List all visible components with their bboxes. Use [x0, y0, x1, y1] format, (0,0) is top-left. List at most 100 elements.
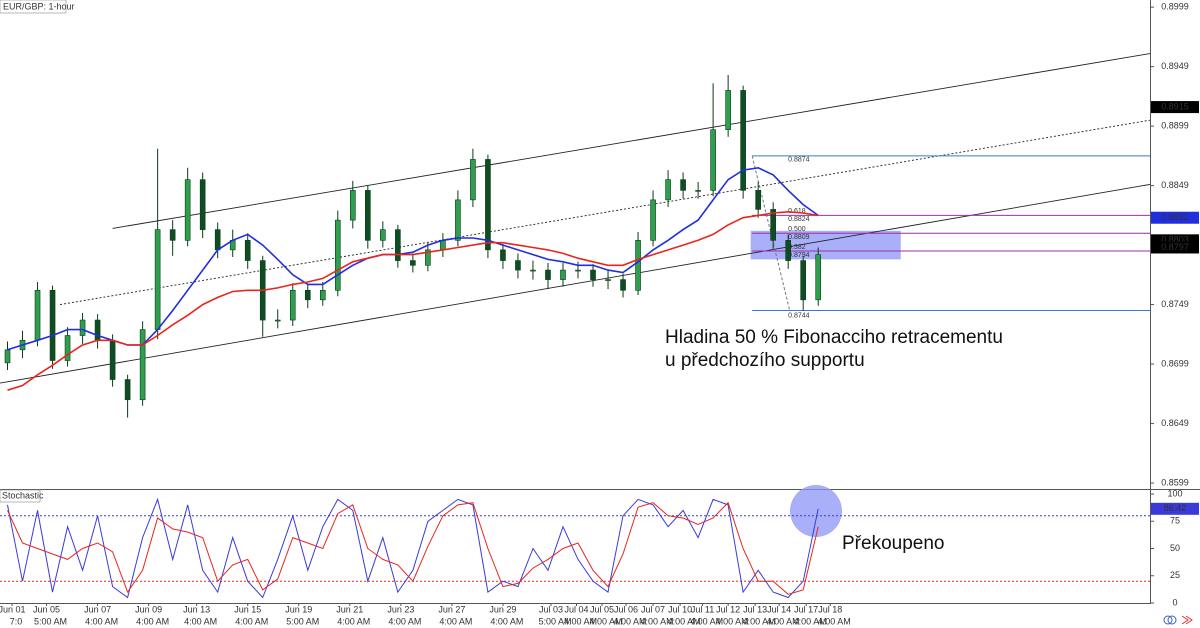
candle-body — [665, 179, 671, 201]
candle-body — [274, 319, 281, 322]
price-marker-label: 0.8822 — [1161, 212, 1189, 222]
x-tick-label: Jun 07 — [84, 604, 111, 614]
x-tick-time: 4:00 AM — [668, 616, 701, 626]
candle-body — [49, 290, 56, 361]
stochastic-line — [7, 501, 819, 595]
trend-line — [112, 53, 1151, 229]
annotation: Překoupeno — [842, 533, 944, 554]
candle-body — [304, 290, 311, 301]
candle-body — [289, 290, 296, 321]
candle-body — [94, 319, 101, 341]
annotation: Hladina 50 % Fibonacciho retracementu — [665, 327, 1003, 348]
candle-body — [605, 279, 611, 281]
candle-body — [755, 190, 761, 210]
candle-body — [560, 269, 566, 280]
x-tick-time: 4:00 AM — [614, 616, 647, 626]
x-tick-label: Jul 18 — [818, 604, 842, 614]
title-box — [0, 0, 67, 14]
candle-body — [139, 329, 146, 401]
x-tick-time: 4:00 AM — [388, 616, 421, 626]
y-tick-label: 0.8949 — [1161, 61, 1189, 71]
x-tick-label: Jul 13 — [743, 604, 767, 614]
moving-average — [7, 210, 819, 391]
value-marker-label: 86.42 — [1164, 503, 1187, 513]
x-tick-label: Jun 27 — [438, 604, 465, 614]
candle-body — [455, 199, 461, 241]
fib-price-label: 0.8824 — [788, 216, 810, 223]
icon — [1167, 615, 1177, 625]
x-tick-label: Jul 04 — [564, 604, 588, 614]
candle-body — [515, 260, 521, 271]
candle-body — [650, 199, 656, 241]
title-box — [0, 489, 41, 503]
stochastic-line — [7, 497, 819, 599]
x-tick-time: 4:00 AM — [641, 616, 674, 626]
candle-body — [695, 190, 701, 192]
candle-body — [680, 179, 686, 191]
x-tick-label: Jun 05 — [33, 604, 60, 614]
fib-ratio-label: 0.382 — [788, 244, 806, 251]
x-tick-time: 4:00 AM — [716, 616, 749, 626]
x-tick-label: Jun 23 — [387, 604, 414, 614]
candle-body — [545, 269, 551, 280]
candle-body — [4, 349, 11, 364]
icon — [1181, 615, 1193, 625]
x-tick-time: 4:00 AM — [490, 616, 523, 626]
candle-body — [530, 269, 536, 272]
price-marker — [1151, 101, 1199, 114]
x-tick-label: Jun 01 — [0, 604, 26, 614]
candle-body — [79, 319, 86, 336]
x-tick-label: Jun 15 — [234, 604, 261, 614]
y-tick-label: 0.8999 — [1161, 2, 1189, 12]
y-tick-label: 0.8699 — [1161, 358, 1189, 368]
fib-label: 0.8744 — [788, 312, 810, 319]
x-tick-label: Jul 05 — [590, 604, 614, 614]
candle-body — [590, 269, 596, 280]
candle-body — [154, 229, 161, 330]
axis-icons — [1163, 615, 1193, 625]
x-tick-time: 5:00 AM — [538, 616, 571, 626]
panel-title: Stochastic — [2, 490, 44, 500]
candle-body — [124, 379, 131, 401]
candle-body — [319, 290, 326, 301]
candle-body — [334, 219, 341, 291]
candle-body — [500, 249, 506, 261]
x-tick-label: Jun 09 — [135, 604, 162, 614]
trend-line — [59, 119, 1151, 306]
candle-body — [740, 90, 746, 191]
x-tick-time: 4:00 AM — [439, 616, 472, 626]
y-tick-label: 0.8899 — [1161, 120, 1189, 130]
x-tick-label: Jul 03 — [539, 604, 563, 614]
y-tick-label: 0.8849 — [1161, 180, 1189, 190]
candle-body — [34, 290, 41, 341]
candle-body — [410, 260, 416, 266]
price-marker-label: 0.8803 — [1161, 235, 1189, 245]
x-tick-time: 4:00 AM — [235, 616, 268, 626]
x-tick-label: Jul 06 — [614, 604, 638, 614]
candle-body — [350, 190, 356, 221]
x-tick-time: 4:00 AM — [564, 616, 597, 626]
candle-body — [635, 240, 641, 291]
annotation: u předchozího supportu — [665, 350, 865, 371]
chart-title: EUR/GBP: 1-hour — [3, 1, 75, 11]
price-marker-label: 0.8797 — [1161, 242, 1189, 252]
candle-body — [184, 179, 191, 241]
candle-body — [725, 90, 731, 130]
value-marker — [1151, 502, 1199, 515]
y-tick-label: 0 — [1172, 597, 1177, 607]
candle-body — [785, 240, 791, 261]
fib-price-label: 0.8809 — [788, 234, 810, 241]
candle-body — [199, 179, 206, 230]
y-tick-label: 75 — [1170, 516, 1180, 526]
x-tick-label: Jul 12 — [716, 604, 740, 614]
x-tick-time: 4:00 AM — [818, 616, 851, 626]
x-tick-time: 4:00 AM — [743, 616, 776, 626]
candle-body — [470, 159, 476, 201]
fib-diagonal — [751, 155, 791, 311]
x-tick-label: Jun 19 — [285, 604, 312, 614]
x-tick-label: Jul 11 — [691, 604, 714, 614]
candle-body — [815, 254, 822, 301]
